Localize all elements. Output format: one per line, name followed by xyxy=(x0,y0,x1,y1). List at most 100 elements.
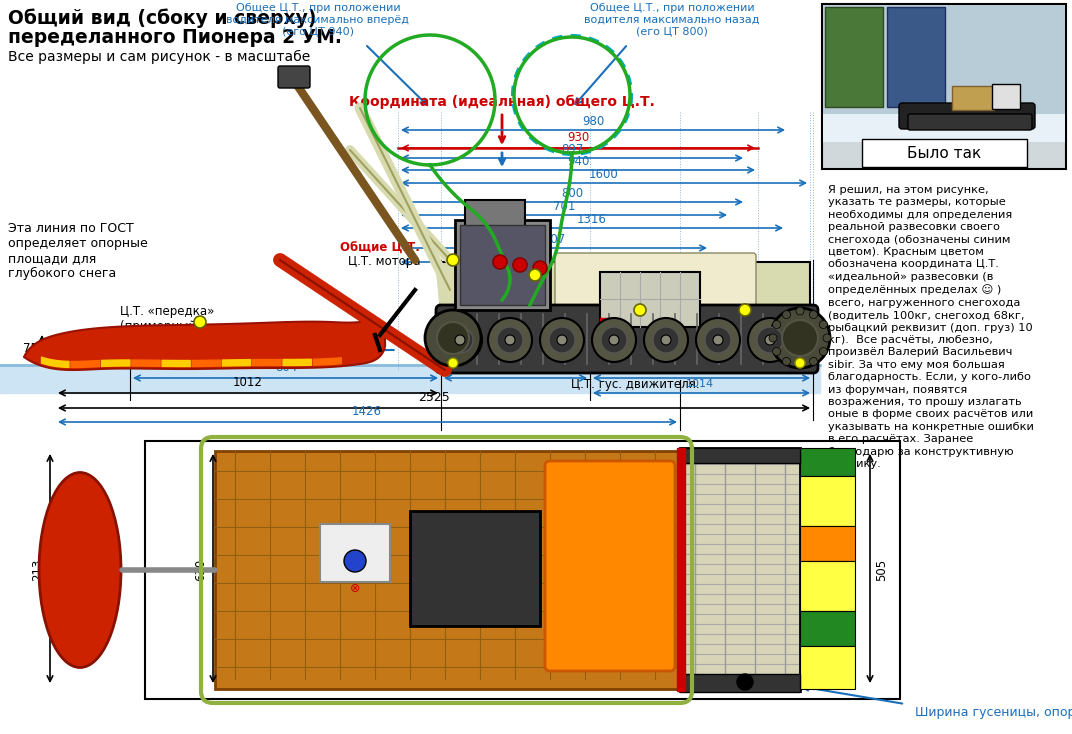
Text: ⊗: ⊗ xyxy=(349,583,360,595)
Circle shape xyxy=(540,318,584,362)
Circle shape xyxy=(783,310,790,319)
Text: Было так: Было так xyxy=(907,145,981,161)
Text: Координата (идеальная) общего Ц.Т.: Координата (идеальная) общего Ц.Т. xyxy=(349,95,655,109)
Bar xyxy=(822,4,1066,169)
Bar xyxy=(825,7,883,107)
Circle shape xyxy=(661,335,671,345)
Text: Ц.Т. гус. движителя.: Ц.Т. гус. движителя. xyxy=(570,378,699,391)
Bar xyxy=(800,646,855,689)
Text: 75: 75 xyxy=(23,341,38,355)
Bar xyxy=(460,225,545,305)
Bar xyxy=(823,114,1064,142)
Text: 148: 148 xyxy=(504,361,526,374)
Circle shape xyxy=(455,335,465,345)
Circle shape xyxy=(488,318,532,362)
Circle shape xyxy=(437,322,470,354)
Circle shape xyxy=(344,550,366,572)
Circle shape xyxy=(194,316,206,328)
Circle shape xyxy=(644,318,688,362)
Circle shape xyxy=(769,334,777,342)
Polygon shape xyxy=(24,321,385,370)
Bar xyxy=(145,441,900,699)
Text: Ц.Т. доп. груза: Ц.Т. доп. груза xyxy=(730,294,812,304)
FancyBboxPatch shape xyxy=(545,461,675,671)
Bar xyxy=(600,318,610,327)
Circle shape xyxy=(533,261,547,275)
Bar xyxy=(215,451,680,689)
Text: 260: 260 xyxy=(519,247,541,260)
Bar xyxy=(800,561,855,611)
Text: переделанного Пионера 2 УМ.: переделанного Пионера 2 УМ. xyxy=(8,28,342,47)
FancyBboxPatch shape xyxy=(899,103,1034,129)
Text: Общие Ц.Т.: Общие Ц.Т. xyxy=(340,241,420,255)
FancyBboxPatch shape xyxy=(908,114,1032,130)
Bar xyxy=(600,272,700,327)
Text: 1012: 1012 xyxy=(233,376,263,389)
Bar xyxy=(440,262,810,362)
Circle shape xyxy=(783,357,790,366)
Circle shape xyxy=(809,357,818,366)
Bar xyxy=(800,611,855,646)
Text: Ц.Т. водителя: Ц.Т. водителя xyxy=(548,252,635,264)
Bar xyxy=(952,86,994,110)
Text: 505: 505 xyxy=(876,559,889,581)
Circle shape xyxy=(447,327,473,353)
Circle shape xyxy=(773,347,780,355)
Circle shape xyxy=(773,321,780,329)
Circle shape xyxy=(601,327,627,353)
Bar xyxy=(678,448,685,691)
Text: 213: 213 xyxy=(31,559,45,581)
Bar xyxy=(887,7,946,107)
Circle shape xyxy=(823,334,831,342)
Circle shape xyxy=(781,320,818,356)
Bar xyxy=(800,526,855,561)
Bar xyxy=(321,524,390,582)
Circle shape xyxy=(549,327,575,353)
Text: 930: 930 xyxy=(567,131,590,144)
Text: Общее Ц.Т., при положении
водителя максимально назад
(его ЦТ 800): Общее Ц.Т., при положении водителя макси… xyxy=(584,3,760,36)
Bar xyxy=(465,200,525,230)
Text: 800: 800 xyxy=(561,187,583,200)
Text: 2525: 2525 xyxy=(418,391,450,404)
Circle shape xyxy=(748,318,792,362)
Text: 1014: 1014 xyxy=(686,379,714,389)
Circle shape xyxy=(592,318,636,362)
Circle shape xyxy=(425,310,481,366)
Circle shape xyxy=(809,310,818,319)
Text: 507: 507 xyxy=(542,233,565,246)
Text: Ц.Т. мотора: Ц.Т. мотора xyxy=(347,255,420,269)
Circle shape xyxy=(765,335,775,345)
Text: 836: 836 xyxy=(689,361,711,374)
Circle shape xyxy=(528,269,541,281)
Bar xyxy=(680,448,800,463)
Circle shape xyxy=(757,327,783,353)
Text: 1316: 1316 xyxy=(577,213,607,226)
Bar xyxy=(862,139,1027,167)
Circle shape xyxy=(796,307,804,315)
Circle shape xyxy=(796,361,804,369)
Text: 1426: 1426 xyxy=(352,405,382,418)
Circle shape xyxy=(493,255,507,269)
Circle shape xyxy=(705,327,731,353)
Bar xyxy=(800,448,855,476)
Text: 804: 804 xyxy=(274,361,297,374)
Text: 940: 940 xyxy=(567,155,590,168)
Circle shape xyxy=(653,327,679,353)
Circle shape xyxy=(438,318,482,362)
Circle shape xyxy=(819,347,828,355)
Text: 980: 980 xyxy=(582,115,605,128)
Circle shape xyxy=(738,674,753,690)
Bar xyxy=(680,448,800,691)
Bar xyxy=(680,674,800,692)
Bar xyxy=(0,365,820,393)
FancyBboxPatch shape xyxy=(555,253,756,324)
Circle shape xyxy=(497,327,523,353)
Circle shape xyxy=(713,335,723,345)
Text: Все размеры и сам рисунок - в масштабе: Все размеры и сам рисунок - в масштабе xyxy=(8,50,310,64)
Circle shape xyxy=(557,335,567,345)
Circle shape xyxy=(609,335,619,345)
Bar xyxy=(823,5,1064,120)
Circle shape xyxy=(819,321,828,329)
Text: 1600: 1600 xyxy=(590,168,619,181)
Text: Эта линия по ГОСТ
определяет опорные
площади для
глубокого снега: Эта линия по ГОСТ определяет опорные пло… xyxy=(8,222,148,280)
